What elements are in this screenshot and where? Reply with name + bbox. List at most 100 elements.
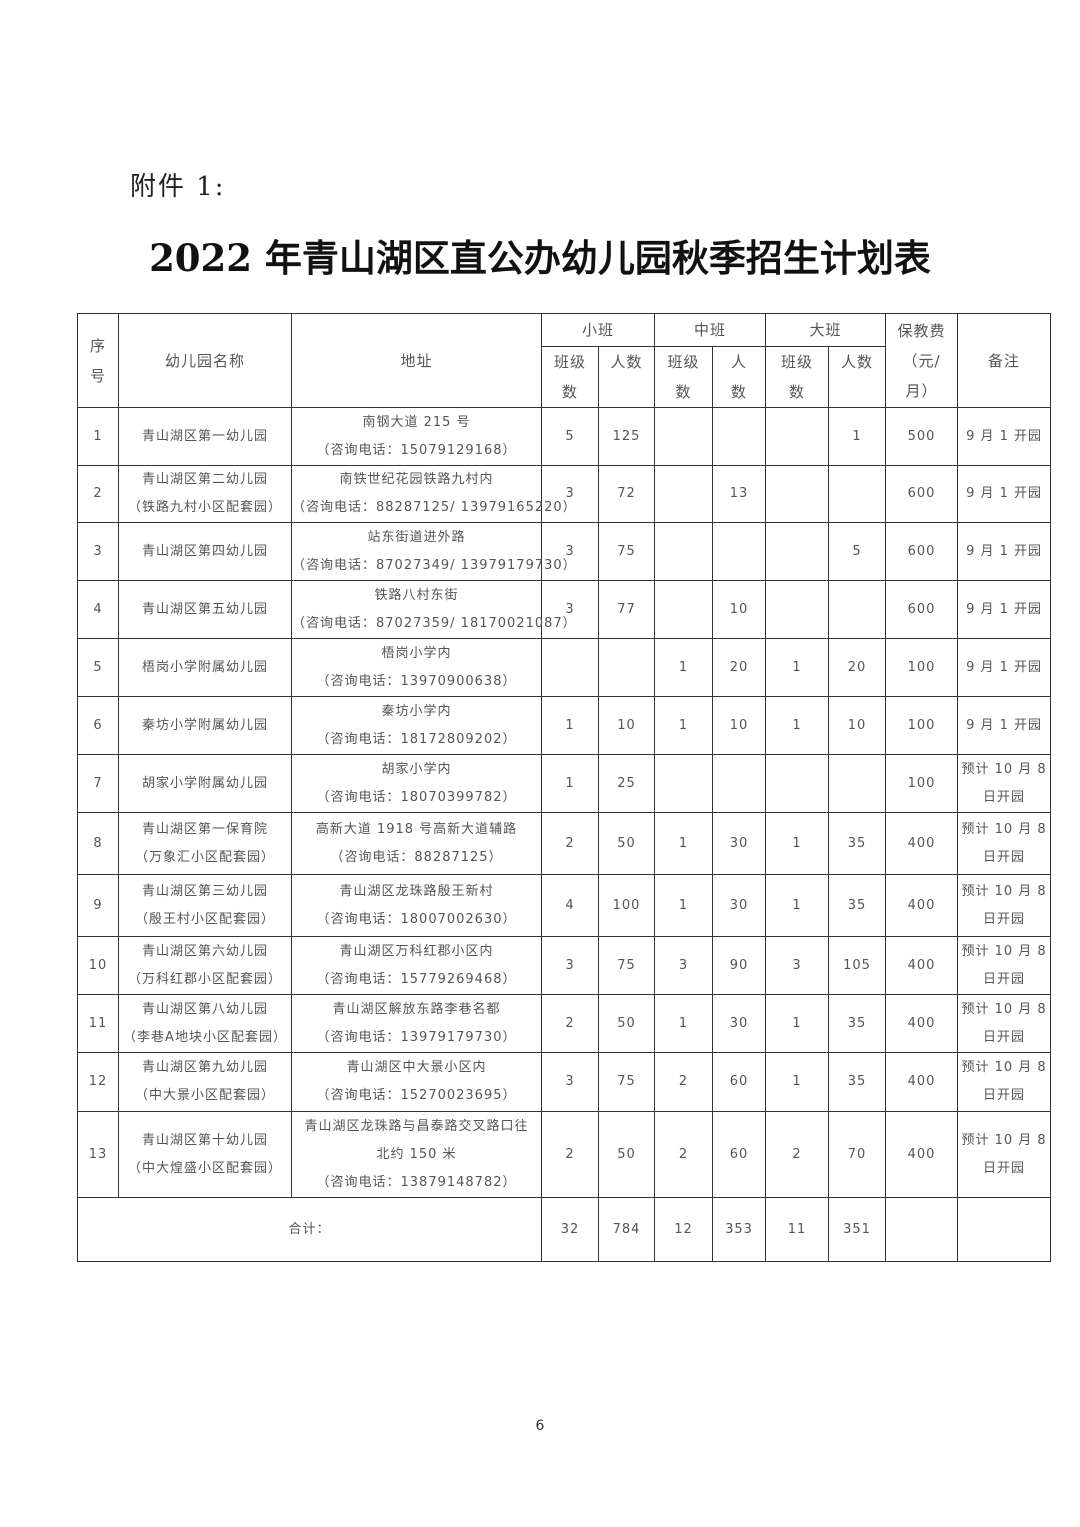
cell-address: 高新大道 1918 号高新大道辅路 （咨询电话：88287125）: [291, 812, 542, 875]
cell-s-cls: 2: [541, 994, 599, 1053]
cell-fee: 400: [885, 1111, 959, 1198]
cell-note: 9 月 1 开园: [957, 465, 1052, 523]
header-address: 地址: [291, 313, 542, 408]
cell-l-num: 20: [828, 638, 887, 697]
cell-no: 10: [77, 936, 119, 995]
name-line: 秦坊小学附属幼儿园: [141, 717, 268, 733]
address-line: （咨询电话：15779269468）: [316, 971, 517, 987]
cell-note: 预计 10 月 8 日开园: [957, 936, 1052, 995]
total-s-num: 784: [597, 1197, 656, 1262]
cell-fee: 100: [885, 754, 959, 813]
cell-note: 预计 10 月 8 日开园: [957, 874, 1052, 937]
total-l-num: 351: [828, 1197, 887, 1262]
note-line: 日开园: [983, 849, 1026, 865]
header-middle-people: 人数: [712, 346, 767, 408]
address-line: （咨询电话：15270023695）: [316, 1088, 517, 1103]
header-small-people: 人数: [597, 346, 656, 408]
cell-l-cls: [765, 465, 830, 523]
cell-s-cls: 3: [541, 465, 599, 523]
address-line: （咨询电话：88287125）: [330, 849, 503, 865]
cell-name: 青山湖区第十幼儿园 （中大煌盛小区配套园）: [118, 1111, 292, 1198]
cell-m-num: [712, 407, 767, 466]
name-line: 青山湖区第二幼儿园: [141, 472, 268, 487]
cell-l-cls: [765, 407, 830, 466]
cell-no: 2: [77, 465, 119, 523]
cell-m-num: 30: [712, 812, 767, 875]
cell-m-cls: 1: [654, 994, 714, 1053]
cell-fee: 400: [885, 994, 959, 1053]
cell-l-num: 35: [828, 1052, 887, 1112]
cell-name: 胡家小学附属幼儿园: [118, 754, 292, 813]
cell-fee: 400: [885, 1052, 959, 1112]
address-line: （咨询电话：87027359/ 18170021087）: [292, 615, 577, 631]
cell-m-num: 20: [712, 638, 767, 697]
cell-l-cls: [765, 754, 830, 813]
total-m-num: 353: [712, 1197, 767, 1262]
cell-name: 青山湖区第六幼儿园 （万科红郡小区配套园）: [118, 936, 292, 995]
note-line: 日开园: [983, 1029, 1026, 1045]
note-line: 预计 10 月 8: [961, 1060, 1047, 1075]
cell-s-cls: 5: [541, 407, 599, 466]
cell-no: 13: [77, 1111, 119, 1198]
note-line: 预计 10 月 8: [961, 883, 1047, 899]
cell-l-cls: [765, 580, 830, 639]
cell-s-num: 50: [597, 1111, 656, 1198]
cell-m-cls: 1: [654, 874, 714, 937]
cell-fee: 600: [885, 465, 959, 523]
cell-address: 青山湖区中大景小区内 （咨询电话：15270023695）: [291, 1052, 542, 1112]
total-fee: [885, 1197, 959, 1262]
cell-m-num: [712, 754, 767, 813]
cell-address: 梧岗小学内 （咨询电话：13970900638）: [291, 638, 542, 697]
name-line: （中大景小区配套园）: [134, 1088, 275, 1103]
cell-fee: 600: [885, 522, 959, 581]
table-row: 8 青山湖区第一保育院 （万象汇小区配套园） 高新大道 1918 号高新大道辅路 （咨询…: [77, 812, 1052, 875]
cell-note: 预计 10 月 8 日开园: [957, 812, 1052, 875]
address-line: 胡家小学内: [381, 761, 452, 777]
table-row: 13 青山湖区第十幼儿园 （中大煌盛小区配套园） 青山湖区龙珠路与昌泰路交叉路口往 北约…: [77, 1111, 1052, 1198]
cell-m-cls: [654, 754, 714, 813]
header-middle-class: 中班: [654, 313, 767, 347]
cell-address: 站东街道进外路 （咨询电话：87027349/ 13979179730）: [291, 522, 577, 581]
name-line: 青山湖区第三幼儿园: [141, 883, 268, 899]
name-line: （万象汇小区配套园）: [134, 849, 275, 865]
cell-address: 秦坊小学内 （咨询电话：18172809202）: [291, 696, 542, 755]
name-line: 青山湖区第八幼儿园: [141, 1001, 268, 1017]
name-line: 青山湖区第四幼儿园: [141, 543, 268, 559]
cell-note: 9 月 1 开园: [957, 696, 1052, 755]
cell-name: 青山湖区第一幼儿园: [118, 407, 292, 466]
cell-m-num: [712, 522, 767, 581]
cell-name: 梧岗小学附属幼儿园: [118, 638, 292, 697]
note-line: 预计 10 月 8: [961, 1001, 1047, 1017]
address-line: （咨询电话：87027349/ 13979179730）: [292, 557, 577, 573]
cell-m-num: 10: [712, 580, 767, 639]
note-line: 日开园: [983, 1160, 1026, 1176]
cell-name: 青山湖区第四幼儿园: [118, 522, 292, 581]
address-line: 铁路八村东街: [374, 587, 459, 603]
cell-s-num: 25: [597, 754, 656, 813]
cell-m-num: 60: [712, 1111, 767, 1198]
cell-fee: 400: [885, 874, 959, 937]
name-line: 青山湖区第十幼儿园: [141, 1132, 268, 1148]
cell-address: 青山湖区龙珠路与昌泰路交叉路口往 北约 150 米 （咨询电话：1387914878…: [291, 1111, 542, 1198]
cell-fee: 400: [885, 812, 959, 875]
name-line: （铁路九村小区配套园）: [127, 500, 282, 515]
name-line: 青山湖区第九幼儿园: [141, 1060, 268, 1075]
note-line: 预计 10 月 8: [961, 943, 1047, 959]
cell-l-num: 105: [828, 936, 887, 995]
cell-m-cls: 3: [654, 936, 714, 995]
cell-m-cls: [654, 465, 714, 523]
cell-m-cls: [654, 407, 714, 466]
cell-l-cls: 1: [765, 696, 830, 755]
note-line: 9 月 1 开园: [966, 486, 1043, 501]
cell-l-num: 1: [828, 407, 887, 466]
cell-l-num: 5: [828, 522, 887, 581]
name-line: （万科红郡小区配套园）: [127, 971, 282, 987]
enrollment-plan-table: 序号 幼儿园名称 地址 小班 中班 大班 保教费 （元/月） 备注 班级数 人数 …: [77, 313, 1052, 1262]
cell-l-num: [828, 580, 887, 639]
address-line: 秦坊小学内: [381, 703, 452, 719]
cell-m-cls: 1: [654, 638, 714, 697]
note-line: 预计 10 月 8: [961, 1132, 1047, 1148]
cell-fee: 600: [885, 580, 959, 639]
table-row: 2 青山湖区第二幼儿园 （铁路九村小区配套园） 南铁世纪花园铁路九村内 （咨询电话：88…: [77, 465, 1052, 523]
cell-no: 12: [77, 1052, 119, 1112]
